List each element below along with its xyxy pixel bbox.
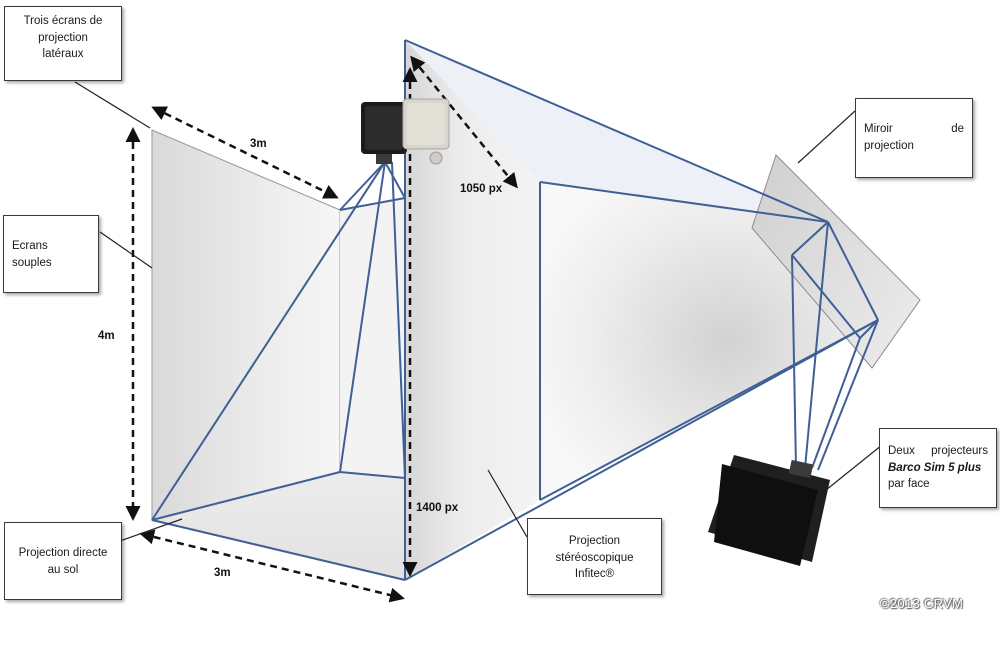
arrow-res-diag bbox=[410, 55, 518, 189]
callout-line: Deux projecteurs bbox=[888, 443, 988, 460]
projector-gray-icon bbox=[402, 98, 450, 165]
dim-res-diag: 1050 px bbox=[460, 183, 503, 195]
callout-text: stéréoscopique bbox=[555, 551, 634, 564]
callout-text: Infitec® bbox=[574, 568, 615, 581]
back-face bbox=[340, 198, 405, 478]
dim-res-height: 1400 px bbox=[416, 502, 459, 514]
dim-height: 4m bbox=[98, 330, 115, 342]
callout-text: par face bbox=[888, 478, 930, 491]
dim-width-bottom: 3m bbox=[214, 567, 231, 579]
arrow-width-bottom bbox=[139, 529, 405, 603]
callout-text: au sol bbox=[47, 563, 79, 576]
left-wall bbox=[151, 129, 341, 521]
callout-text: projection bbox=[864, 139, 914, 152]
callout-text: Projection directe bbox=[18, 547, 108, 559]
callout-projectors: Deux projecteurs Barco Sim 5 plus par fa… bbox=[879, 428, 997, 508]
dim-width-top: 3m bbox=[250, 138, 267, 150]
callout-text: Barco Sim 5 plus bbox=[888, 461, 982, 474]
callout-text: projection bbox=[38, 31, 88, 44]
callout-text: souples bbox=[12, 256, 52, 269]
callout-text: Projection bbox=[568, 535, 621, 547]
callout-flexible-screens: Ecrans souples bbox=[3, 215, 99, 293]
callout-text: Miroir bbox=[864, 123, 893, 135]
projector-black-icon bbox=[361, 102, 407, 164]
arrow-width-top bbox=[151, 106, 339, 199]
callout-mirror: Miroir de projection bbox=[855, 98, 973, 178]
callout-side-screens: Trois écrans de projection latéraux bbox=[4, 6, 122, 81]
callout-stereo: Projection stéréoscopique Infitec® bbox=[527, 518, 662, 595]
projector-black-pair-icon bbox=[708, 455, 830, 566]
callout-text: projecteurs bbox=[931, 445, 988, 457]
callout-text: Ecrans bbox=[12, 240, 48, 252]
callout-line: Miroir de bbox=[864, 121, 964, 138]
callout-text: Deux bbox=[888, 445, 915, 457]
callout-text: de bbox=[951, 123, 964, 135]
callout-text: latéraux bbox=[42, 48, 84, 61]
copyright-watermark: ©2013 CRVM bbox=[880, 596, 964, 611]
callout-floor-projection: Projection directe au sol bbox=[4, 522, 122, 600]
callout-text: Trois écrans de bbox=[23, 15, 103, 27]
